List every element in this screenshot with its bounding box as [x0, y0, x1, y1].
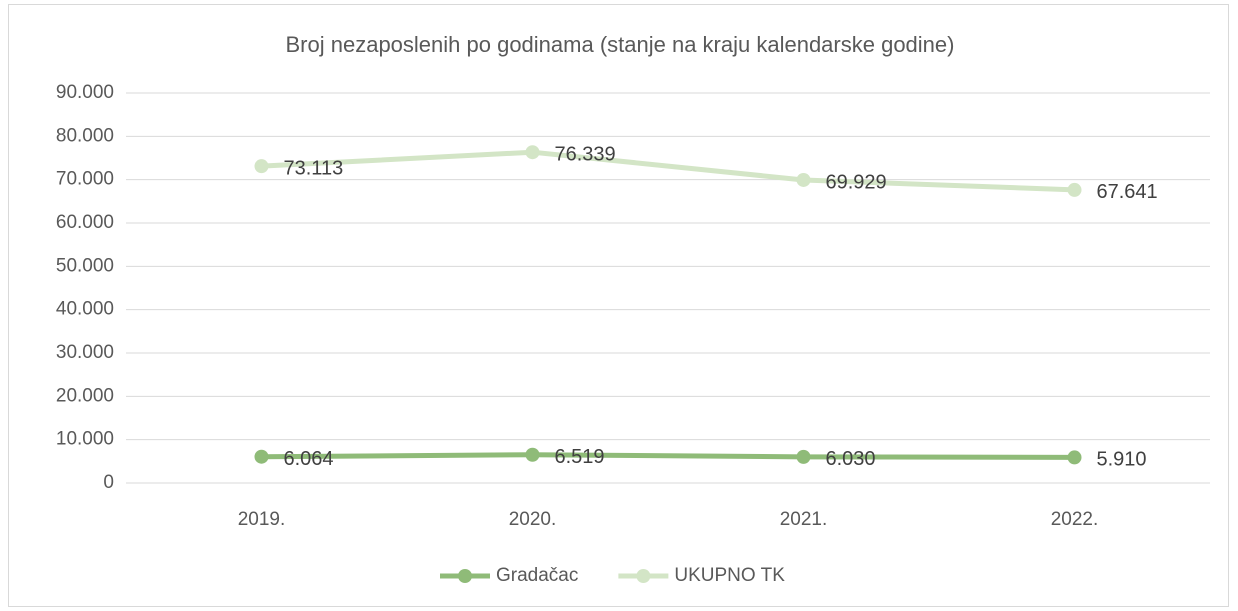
y-tick-label: 40.000: [56, 299, 114, 320]
y-tick-label: 90.000: [56, 82, 114, 103]
y-tick-label: 10.000: [56, 429, 114, 450]
series-line: [259, 452, 1077, 460]
data-label: 76.339: [555, 143, 616, 165]
series-marker: [796, 449, 811, 464]
series-marker: [1067, 182, 1082, 197]
series-line: [259, 149, 1077, 193]
series-marker: [254, 449, 269, 464]
data-label: 69.929: [826, 171, 887, 193]
data-label: 67.641: [1097, 181, 1158, 203]
series-marker: [254, 159, 269, 174]
y-tick-label: 20.000: [56, 385, 114, 406]
legend-marker: [636, 569, 651, 583]
y-tick-label: 30.000: [56, 342, 114, 363]
legend-label: Gradačac: [496, 565, 578, 586]
x-tick-label: 2019.: [238, 509, 286, 530]
data-label: 73.113: [284, 157, 344, 179]
y-tick-label: 70.000: [56, 169, 114, 190]
series-marker: [525, 145, 540, 160]
data-label: 5.910: [1097, 449, 1147, 471]
y-tick-label: 50.000: [56, 255, 114, 276]
legend-label: UKUPNO TK: [674, 565, 785, 586]
x-tick-label: 2022.: [1051, 509, 1099, 530]
series-marker: [1067, 450, 1082, 465]
x-tick-label: 2021.: [780, 509, 828, 530]
y-tick-label: 80.000: [56, 125, 114, 146]
data-label: 6.064: [284, 448, 334, 470]
x-tick-label: 2020.: [509, 509, 557, 530]
series-marker: [796, 172, 811, 187]
chart-title: Broj nezaposlenih po godinama (stanje na…: [286, 32, 955, 57]
legend-marker: [458, 569, 472, 583]
data-label: 6.030: [826, 448, 876, 470]
y-tick-label: 60.000: [56, 212, 114, 233]
chart-border: [8, 4, 1229, 607]
data-label: 6.519: [555, 446, 605, 468]
y-tick-label: 0: [103, 472, 114, 493]
series-marker: [525, 447, 540, 462]
